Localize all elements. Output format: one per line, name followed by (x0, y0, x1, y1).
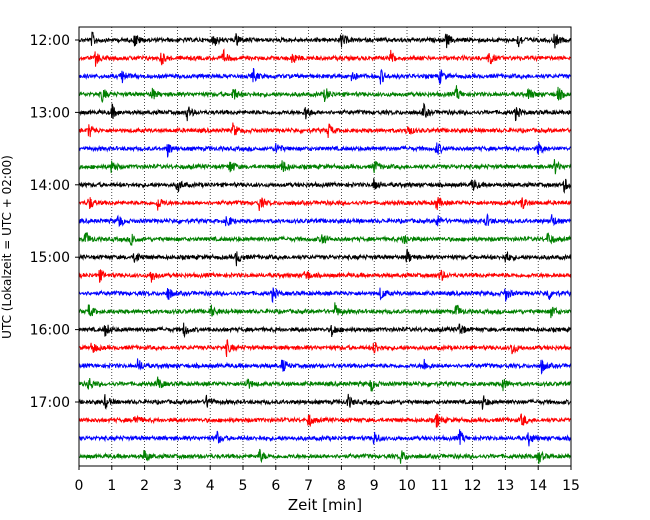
x-tick-label: 5 (239, 478, 248, 494)
y-tick-label: 16:00 (30, 323, 70, 339)
x-tick-label: 12 (464, 478, 482, 494)
trace-line (78, 197, 572, 212)
y-tick-label: 12:00 (30, 33, 70, 49)
trace-line (78, 232, 572, 246)
x-tick-label: 11 (431, 478, 449, 494)
x-tick-label: 15 (562, 478, 580, 494)
trace-line (78, 429, 572, 447)
trace-line (78, 142, 572, 158)
trace-line (78, 413, 572, 428)
y-tick-label: 14:00 (30, 178, 70, 194)
plot-frame (78, 26, 572, 467)
trace-line (78, 358, 572, 375)
y-axis-ticks: 12:00 13:00 14:00 15:00 16:00 17:00 (30, 33, 79, 411)
trace-line (78, 393, 572, 410)
trace-line (78, 85, 572, 104)
seismic-traces (78, 31, 572, 464)
x-tick-label: 8 (337, 478, 346, 494)
trace-line (78, 31, 572, 49)
x-tick-label: 13 (496, 478, 514, 494)
y-axis-label: UTC (Lokalzeit = UTC + 02:00) (0, 155, 14, 339)
x-axis-label: Zeit [min] (288, 496, 362, 514)
x-tick-label: 6 (271, 478, 280, 494)
x-tick-label: 4 (206, 478, 215, 494)
trace-line (78, 287, 572, 304)
trace-line (78, 448, 572, 464)
trace-line (78, 269, 572, 283)
trace-line (78, 67, 572, 85)
x-tick-label: 9 (370, 478, 379, 494)
trace-line (78, 322, 572, 339)
y-tick-label: 13:00 (30, 105, 70, 121)
x-tick-label: 1 (107, 478, 116, 494)
x-tick-label: 0 (75, 478, 84, 494)
x-tick-label: 10 (398, 478, 416, 494)
trace-line (78, 213, 572, 228)
x-tick-label: 14 (529, 478, 547, 494)
trace-line (78, 48, 572, 67)
trace-line (78, 376, 572, 392)
trace-line (78, 159, 572, 175)
trace-line (78, 178, 572, 194)
x-tick-label: 3 (173, 478, 182, 494)
trace-line (78, 248, 572, 267)
trace-line (78, 102, 572, 122)
trace-line (78, 302, 572, 319)
trace-line (78, 122, 572, 139)
x-tick-label: 7 (304, 478, 313, 494)
y-tick-label: 17:00 (30, 395, 70, 411)
x-axis-ticks: 0 1 2 3 4 5 6 7 8 9 10 11 12 13 14 15 (75, 466, 580, 494)
trace-line (78, 339, 572, 358)
x-tick-label: 2 (140, 478, 149, 494)
y-tick-label: 15:00 (30, 250, 70, 266)
